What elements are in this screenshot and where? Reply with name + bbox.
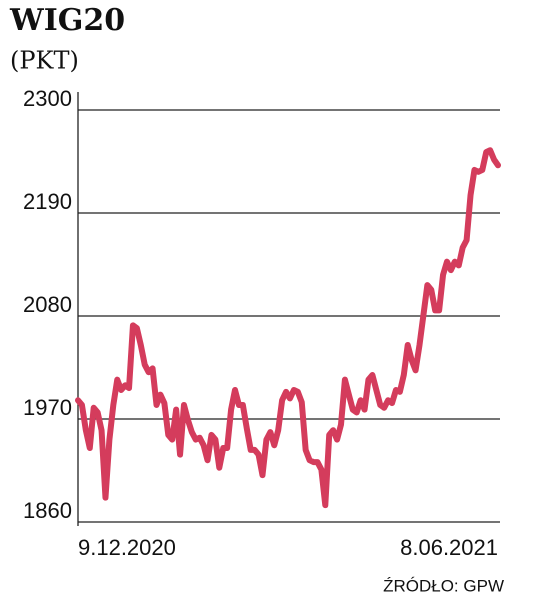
- line: [75, 147, 501, 509]
- y-tick-label: 1860: [23, 498, 72, 523]
- y-tick-label: 2300: [23, 86, 72, 111]
- x-tick-label: 9.12.2020: [78, 535, 176, 560]
- x-tick-label: 8.06.2021: [400, 535, 498, 560]
- source: ŹRÓDŁO: GPW: [383, 576, 504, 595]
- y-tick-label: 2080: [23, 292, 72, 317]
- chart-subtitle: (PKT): [10, 47, 79, 75]
- y-tick-label: 2190: [23, 189, 72, 214]
- y-tick-label: 1970: [23, 395, 72, 420]
- chart-title: WIG20: [9, 3, 125, 38]
